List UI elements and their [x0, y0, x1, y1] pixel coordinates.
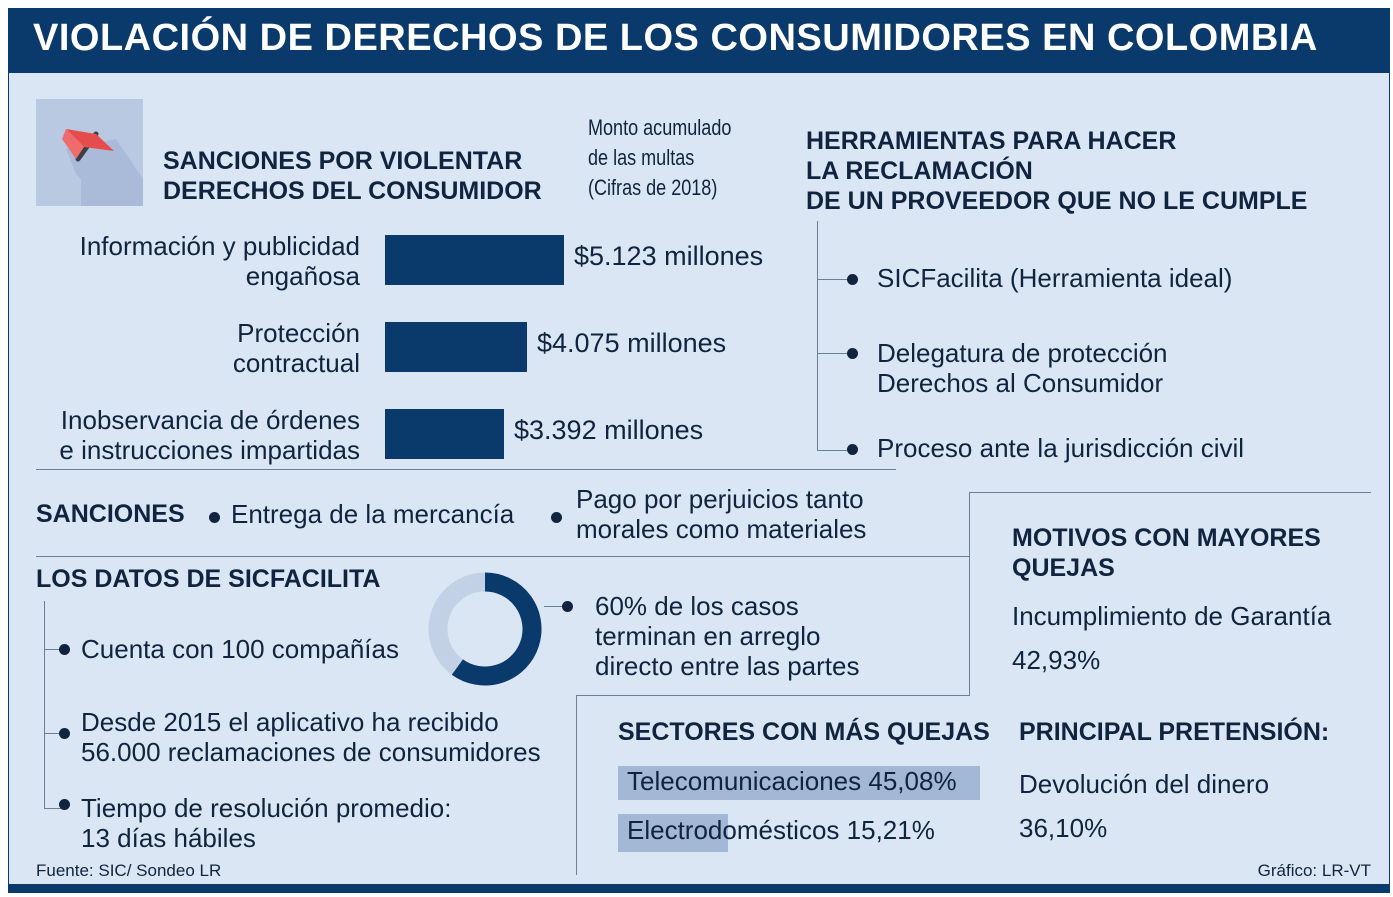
tree-branch — [817, 450, 847, 451]
sancion-item-2b: morales como materiales — [576, 514, 867, 544]
header-bar: VIOLACIÓN DE DERECHOS DE LOS CONSUMIDORE… — [9, 9, 1389, 73]
pretension-heading: PRINCIPAL PRETENSIÓN: — [1019, 718, 1330, 746]
bullet-dot — [59, 728, 70, 739]
dato-item-1: Cuenta con 100 compañías — [81, 634, 399, 664]
bar-value-label: $5.123 millones — [574, 241, 764, 271]
footer-bar — [9, 884, 1389, 892]
bullet-dot — [551, 512, 562, 523]
tree-branch — [44, 808, 62, 809]
donut-arc-60 — [451, 572, 542, 686]
category-line: Protección — [237, 318, 360, 348]
sector-highlight-bar — [618, 766, 980, 800]
bullet-dot — [847, 348, 858, 359]
bullet-dot — [847, 444, 858, 455]
bullet-dot — [562, 601, 573, 612]
motivo-value: 42,93% — [1012, 645, 1101, 675]
sector-value: 45,08% — [868, 766, 957, 796]
tree-branch — [44, 649, 62, 650]
sancion-item-2a: Pago por perjuicios tanto — [576, 484, 864, 514]
bullet-dot — [209, 512, 220, 523]
bar-category-label: Protección contractual — [233, 318, 360, 378]
tree-branch — [817, 279, 847, 280]
donut-text-1: 60% de los casos — [595, 591, 799, 621]
bar-category-label: Información y publicidad engañosa — [80, 231, 360, 291]
connector — [544, 606, 566, 607]
infographic: VIOLACIÓN DE DERECHOS DE LOS CONSUMIDORE… — [8, 8, 1390, 893]
tree-line — [44, 601, 45, 809]
bar-value-label: $4.075 millones — [537, 328, 727, 358]
page-title: VIOLACIÓN DE DERECHOS DE LOS CONSUMIDORE… — [33, 17, 1318, 59]
category-line: contractual — [232, 348, 360, 378]
donut-text-2: terminan en arreglo — [595, 621, 821, 651]
donut-chart — [428, 572, 542, 686]
sector-highlight-bar — [618, 814, 728, 852]
sector-row-1: Telecomunicaciones 45,08% — [627, 766, 957, 796]
dato-item-3a: Tiempo de resolución promedio: — [81, 793, 452, 823]
credit-note: Gráfico: LR-VT — [1257, 861, 1371, 880]
category-line: Información y publicidad — [79, 231, 360, 261]
divider — [969, 492, 970, 696]
dato-item-2a: Desde 2015 el aplicativo ha recibido — [81, 707, 499, 737]
divider — [576, 695, 970, 696]
motivo-item: Incumplimiento de Garantía — [1012, 601, 1332, 631]
source-note: Fuente: SIC/ Sondeo LR — [36, 861, 222, 880]
donut-text-3: directo entre las partes — [595, 651, 860, 681]
herramientas-heading-1: HERRAMIENTAS PARA HACER — [806, 127, 1177, 155]
datos-heading: LOS DATOS DE SICFACILITA — [36, 565, 381, 593]
motivos-heading-1: MOTIVOS CON MAYORES — [1012, 524, 1321, 552]
dato-item-3b: 13 días hábiles — [81, 823, 256, 853]
bar-3 — [385, 409, 504, 459]
sanciones-chart-heading-2: DERECHOS DEL CONSUMIDOR — [163, 177, 542, 205]
bullet-dot — [847, 274, 858, 285]
herramientas-heading-3: DE UN PROVEEDOR QUE NO LE CUMPLE — [806, 187, 1308, 215]
pretension-item: Devolución del dinero — [1019, 769, 1270, 799]
sector-label: Telecomunicaciones — [627, 766, 862, 796]
bar-1 — [385, 235, 564, 285]
pretension-value: 36,10% — [1019, 813, 1108, 843]
category-line: e instrucciones impartidas — [59, 435, 360, 465]
tree-line — [817, 221, 818, 451]
herramienta-item-2a: Delegatura de protección — [877, 338, 1168, 368]
bar-2 — [385, 322, 527, 372]
sanciones-chart-heading-1: SANCIONES POR VIOLENTAR — [163, 147, 523, 175]
dato-item-2b: 56.000 reclamaciones de consumidores — [81, 737, 541, 767]
subtitle-line: Monto acumulado — [588, 115, 732, 140]
category-line: engañosa — [245, 261, 360, 291]
sancion-item-1: Entrega de la mercancía — [231, 499, 515, 529]
divider — [36, 556, 969, 557]
herramienta-item-3: Proceso ante la jurisdicción civil — [877, 433, 1245, 463]
category-line: Inobservancia de órdenes — [60, 405, 360, 435]
subtitle-line: (Cifras de 2018) — [588, 175, 718, 200]
herramientas-heading-2: LA RECLAMACIÓN — [806, 157, 1033, 185]
flag-icon — [36, 99, 143, 206]
bullet-dot — [59, 799, 70, 810]
bar-value-label: $3.392 millones — [514, 415, 704, 445]
sectores-heading: SECTORES CON MÁS QUEJAS — [618, 718, 990, 746]
tree-branch — [817, 353, 847, 354]
sector-value: 15,21% — [846, 815, 935, 845]
sector-row-2: Electrodomésticos 15,21% — [627, 815, 935, 845]
bullet-dot — [59, 644, 70, 655]
chart-subtitle: Monto acumulado de las multas (Cifras de… — [588, 113, 731, 203]
herramienta-item-2b: Derechos al Consumidor — [877, 368, 1164, 398]
sector-label: Electrodomésticos — [627, 815, 840, 845]
bar-category-label: Inobservancia de órdenes e instrucciones … — [59, 405, 360, 465]
divider — [576, 695, 577, 875]
herramienta-item-1: SICFacilita (Herramienta ideal) — [877, 263, 1233, 293]
tree-branch — [44, 733, 62, 734]
motivos-heading-2: QUEJAS — [1012, 554, 1115, 582]
divider — [969, 492, 1371, 493]
divider — [36, 469, 896, 470]
sanciones-label: SANCIONES — [36, 500, 185, 528]
subtitle-line: de las multas — [588, 145, 695, 170]
